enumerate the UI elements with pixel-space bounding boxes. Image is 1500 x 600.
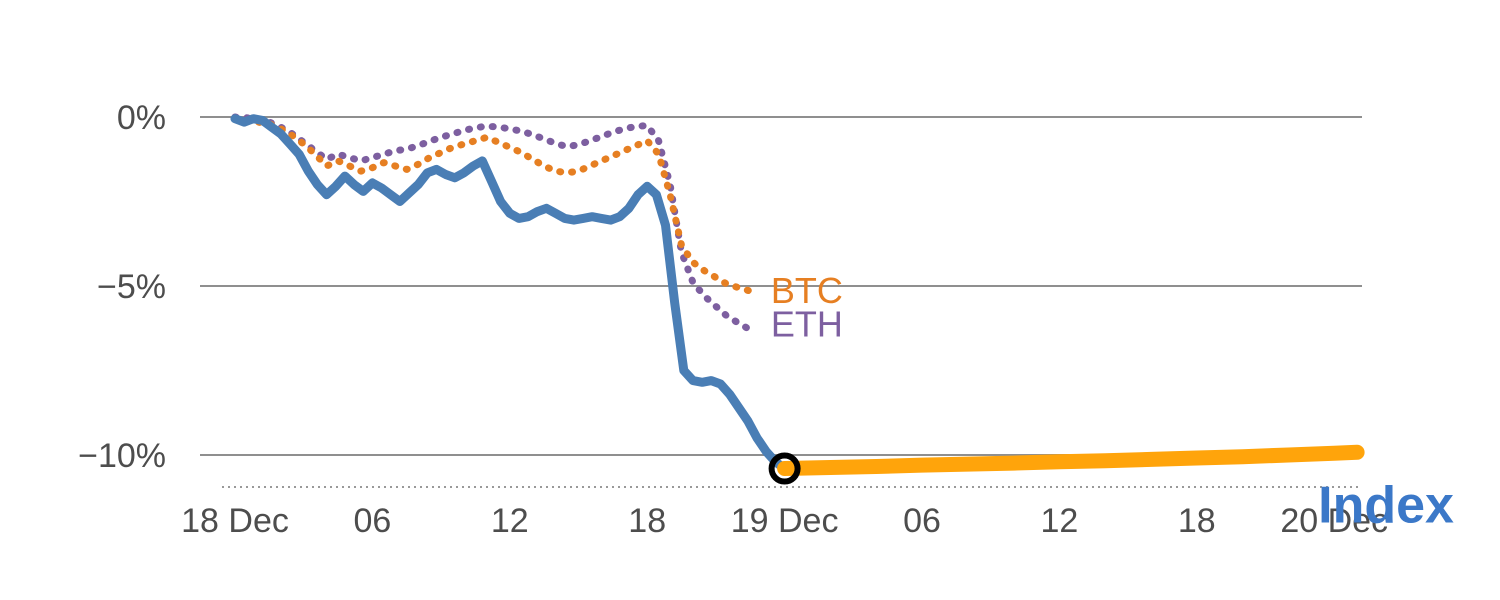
x-tick-label: 18 xyxy=(628,502,666,540)
series-label-index: Index xyxy=(1318,477,1454,535)
marker-current-point xyxy=(768,452,801,485)
series-label-eth: ETH xyxy=(771,304,843,345)
series-line-index xyxy=(230,114,790,473)
x-tick-label: 18 Dec xyxy=(181,502,289,540)
x-tick-label: 20 Dec xyxy=(1280,502,1388,540)
y-tick-label: 0% xyxy=(117,99,166,137)
x-tick-label: 19 Dec xyxy=(731,502,839,540)
x-tick-label: 12 xyxy=(491,502,529,540)
series-label-btc: BTC xyxy=(771,270,843,311)
y-tick-label: −10% xyxy=(78,437,166,475)
series-line-index-forward xyxy=(777,444,1365,476)
x-tick-label: 18 xyxy=(1178,502,1216,540)
y-tick-label: −5% xyxy=(97,268,166,306)
x-tick-label: 12 xyxy=(1040,502,1078,540)
series-line-btc xyxy=(231,115,754,295)
x-tick-label: 06 xyxy=(353,502,391,540)
x-tick-label: 06 xyxy=(903,502,941,540)
